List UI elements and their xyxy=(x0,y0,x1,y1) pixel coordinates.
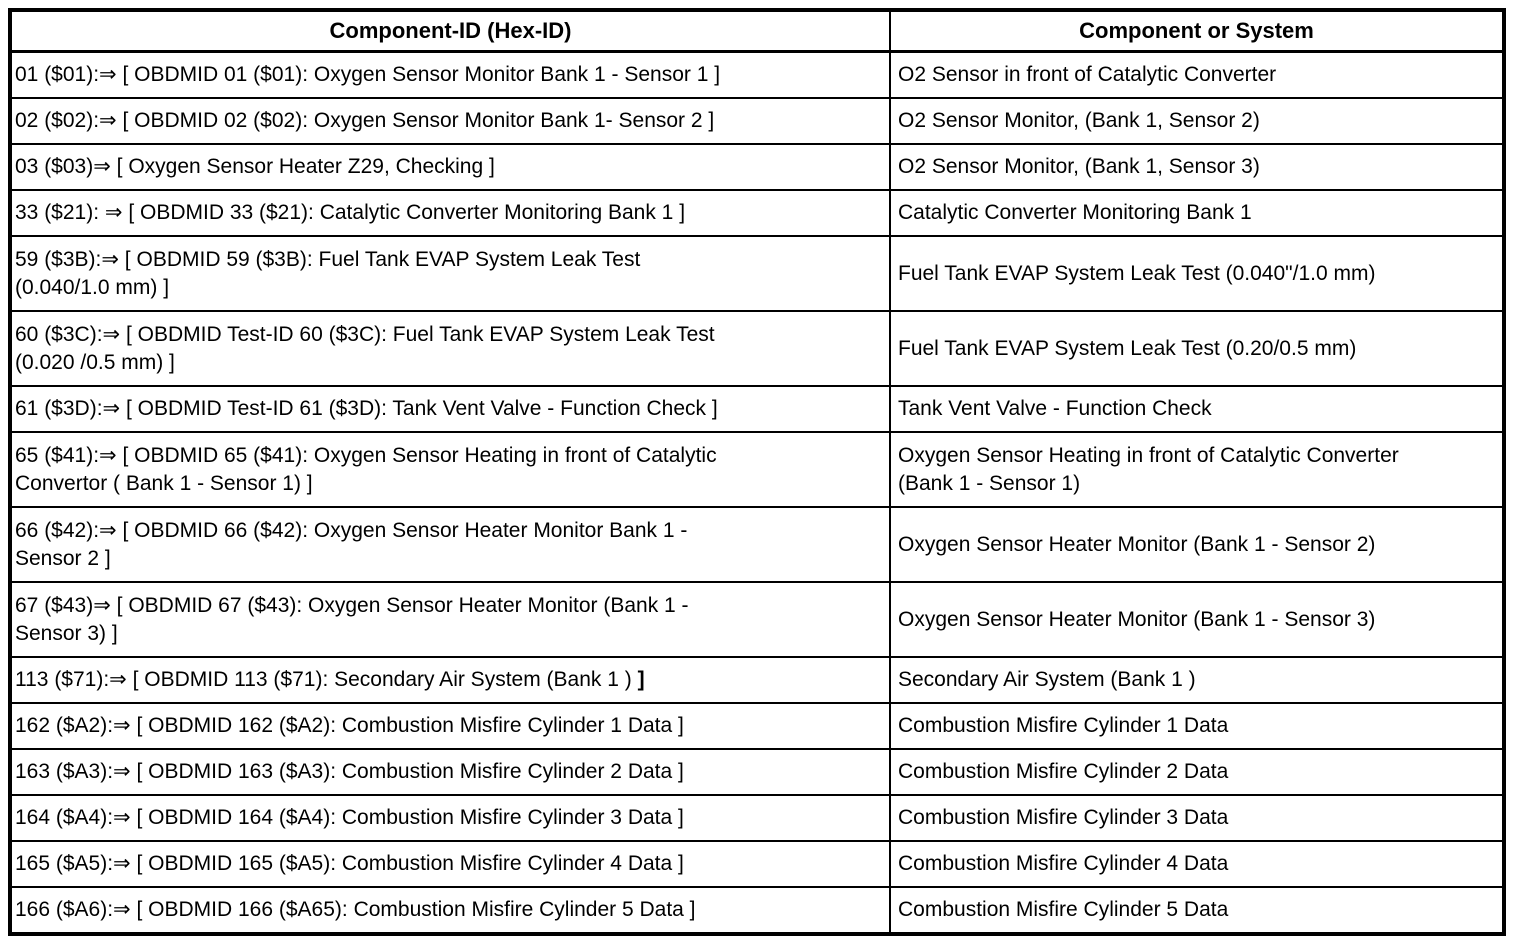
table-row: 164 ($A4):⇒ [ OBDMID 164 ($A4): Combusti… xyxy=(9,794,1505,842)
table-row: 165 ($A5):⇒ [ OBDMID 165 ($A5): Combusti… xyxy=(9,840,1505,888)
bold-close-bracket: ] xyxy=(637,668,645,692)
component-id-cell: 61 ($3D):⇒ [ OBDMID Test-ID 61 ($3D): Ta… xyxy=(9,385,891,433)
component-id-cell: 162 ($A2):⇒ [ OBDMID 162 ($A2): Combusti… xyxy=(9,702,891,750)
component-table-body: 01 ($01):⇒ [ OBDMID 01 ($01): Oxygen Sen… xyxy=(9,50,1505,935)
component-id-cell: 164 ($A4):⇒ [ OBDMID 164 ($A4): Combusti… xyxy=(9,794,891,842)
component-id-cell: 01 ($01):⇒ [ OBDMID 01 ($01): Oxygen Sen… xyxy=(9,50,891,99)
component-id-cell: 02 ($02):⇒ [ OBDMID 02 ($02): Oxygen Sen… xyxy=(9,97,891,145)
component-or-system-cell: Oxygen Sensor Heater Monitor (Bank 1 - S… xyxy=(889,506,1505,583)
component-id-cell: 67 ($43)⇒ [ OBDMID 67 ($43): Oxygen Sens… xyxy=(9,581,891,658)
component-id-cell: 60 ($3C):⇒ [ OBDMID Test-ID 60 ($3C): Fu… xyxy=(9,310,891,387)
component-or-system-cell: Oxygen Sensor Heater Monitor (Bank 1 - S… xyxy=(889,581,1505,658)
component-or-system-cell: Catalytic Converter Monitoring Bank 1 xyxy=(889,189,1505,237)
component-or-system-cell: Secondary Air System (Bank 1 ) xyxy=(889,656,1505,704)
table-row: 03 ($03)⇒ [ Oxygen Sensor Heater Z29, Ch… xyxy=(9,143,1505,191)
component-id-cell: 03 ($03)⇒ [ Oxygen Sensor Heater Z29, Ch… xyxy=(9,143,891,191)
component-or-system-cell: Combustion Misfire Cylinder 1 Data xyxy=(889,702,1505,750)
header-row: Component-ID (Hex-ID) Component or Syste… xyxy=(9,9,1505,53)
table-row: 02 ($02):⇒ [ OBDMID 02 ($02): Oxygen Sen… xyxy=(9,97,1505,145)
component-id-cell: 165 ($A5):⇒ [ OBDMID 165 ($A5): Combusti… xyxy=(9,840,891,888)
table-row: 33 ($21): ⇒ [ OBDMID 33 ($21): Catalytic… xyxy=(9,189,1505,237)
table-row: 61 ($3D):⇒ [ OBDMID Test-ID 61 ($3D): Ta… xyxy=(9,385,1505,433)
table-row: 67 ($43)⇒ [ OBDMID 67 ($43): Oxygen Sens… xyxy=(9,581,1505,658)
table-row: 162 ($A2):⇒ [ OBDMID 162 ($A2): Combusti… xyxy=(9,702,1505,750)
component-id-cell: 66 ($42):⇒ [ OBDMID 66 ($42): Oxygen Sen… xyxy=(9,506,891,583)
component-or-system-cell: Fuel Tank EVAP System Leak Test (0.20/0.… xyxy=(889,310,1505,387)
table-row: 166 ($A6):⇒ [ OBDMID 166 ($A65): Combust… xyxy=(9,886,1505,935)
table-header: Component-ID (Hex-ID) Component or Syste… xyxy=(9,9,1505,53)
component-or-system-cell: Combustion Misfire Cylinder 3 Data xyxy=(889,794,1505,842)
component-or-system-cell: Oxygen Sensor Heating in front of Cataly… xyxy=(889,431,1505,508)
header-component-or-system: Component or System xyxy=(889,9,1505,53)
table-row: 113 ($71):⇒ [ OBDMID 113 ($71): Secondar… xyxy=(9,656,1505,704)
component-or-system-cell: Combustion Misfire Cylinder 5 Data xyxy=(889,886,1505,935)
component-id-cell: 166 ($A6):⇒ [ OBDMID 166 ($A65): Combust… xyxy=(9,886,891,935)
component-or-system-cell: O2 Sensor Monitor, (Bank 1, Sensor 3) xyxy=(889,143,1505,191)
component-id-cell: 59 ($3B):⇒ [ OBDMID 59 ($3B): Fuel Tank … xyxy=(9,235,891,312)
table-row: 60 ($3C):⇒ [ OBDMID Test-ID 60 ($3C): Fu… xyxy=(9,310,1505,387)
component-or-system-cell: O2 Sensor in front of Catalytic Converte… xyxy=(889,50,1505,99)
component-id-table: Component-ID (Hex-ID) Component or Syste… xyxy=(8,8,1506,936)
header-component-id: Component-ID (Hex-ID) xyxy=(9,9,891,53)
table-row: 163 ($A3):⇒ [ OBDMID 163 ($A3): Combusti… xyxy=(9,748,1505,796)
table-row: 01 ($01):⇒ [ OBDMID 01 ($01): Oxygen Sen… xyxy=(9,50,1505,99)
table-row: 59 ($3B):⇒ [ OBDMID 59 ($3B): Fuel Tank … xyxy=(9,235,1505,312)
component-or-system-cell: Combustion Misfire Cylinder 2 Data xyxy=(889,748,1505,796)
table-row: 65 ($41):⇒ [ OBDMID 65 ($41): Oxygen Sen… xyxy=(9,431,1505,508)
component-or-system-cell: Fuel Tank EVAP System Leak Test (0.040"/… xyxy=(889,235,1505,312)
component-id-cell: 65 ($41):⇒ [ OBDMID 65 ($41): Oxygen Sen… xyxy=(9,431,891,508)
component-or-system-cell: Combustion Misfire Cylinder 4 Data xyxy=(889,840,1505,888)
component-id-cell: 163 ($A3):⇒ [ OBDMID 163 ($A3): Combusti… xyxy=(9,748,891,796)
component-id-cell: 33 ($21): ⇒ [ OBDMID 33 ($21): Catalytic… xyxy=(9,189,891,237)
component-or-system-cell: O2 Sensor Monitor, (Bank 1, Sensor 2) xyxy=(889,97,1505,145)
component-id-cell: 113 ($71):⇒ [ OBDMID 113 ($71): Secondar… xyxy=(9,656,891,704)
table-row: 66 ($42):⇒ [ OBDMID 66 ($42): Oxygen Sen… xyxy=(9,506,1505,583)
component-or-system-cell: Tank Vent Valve - Function Check xyxy=(889,385,1505,433)
